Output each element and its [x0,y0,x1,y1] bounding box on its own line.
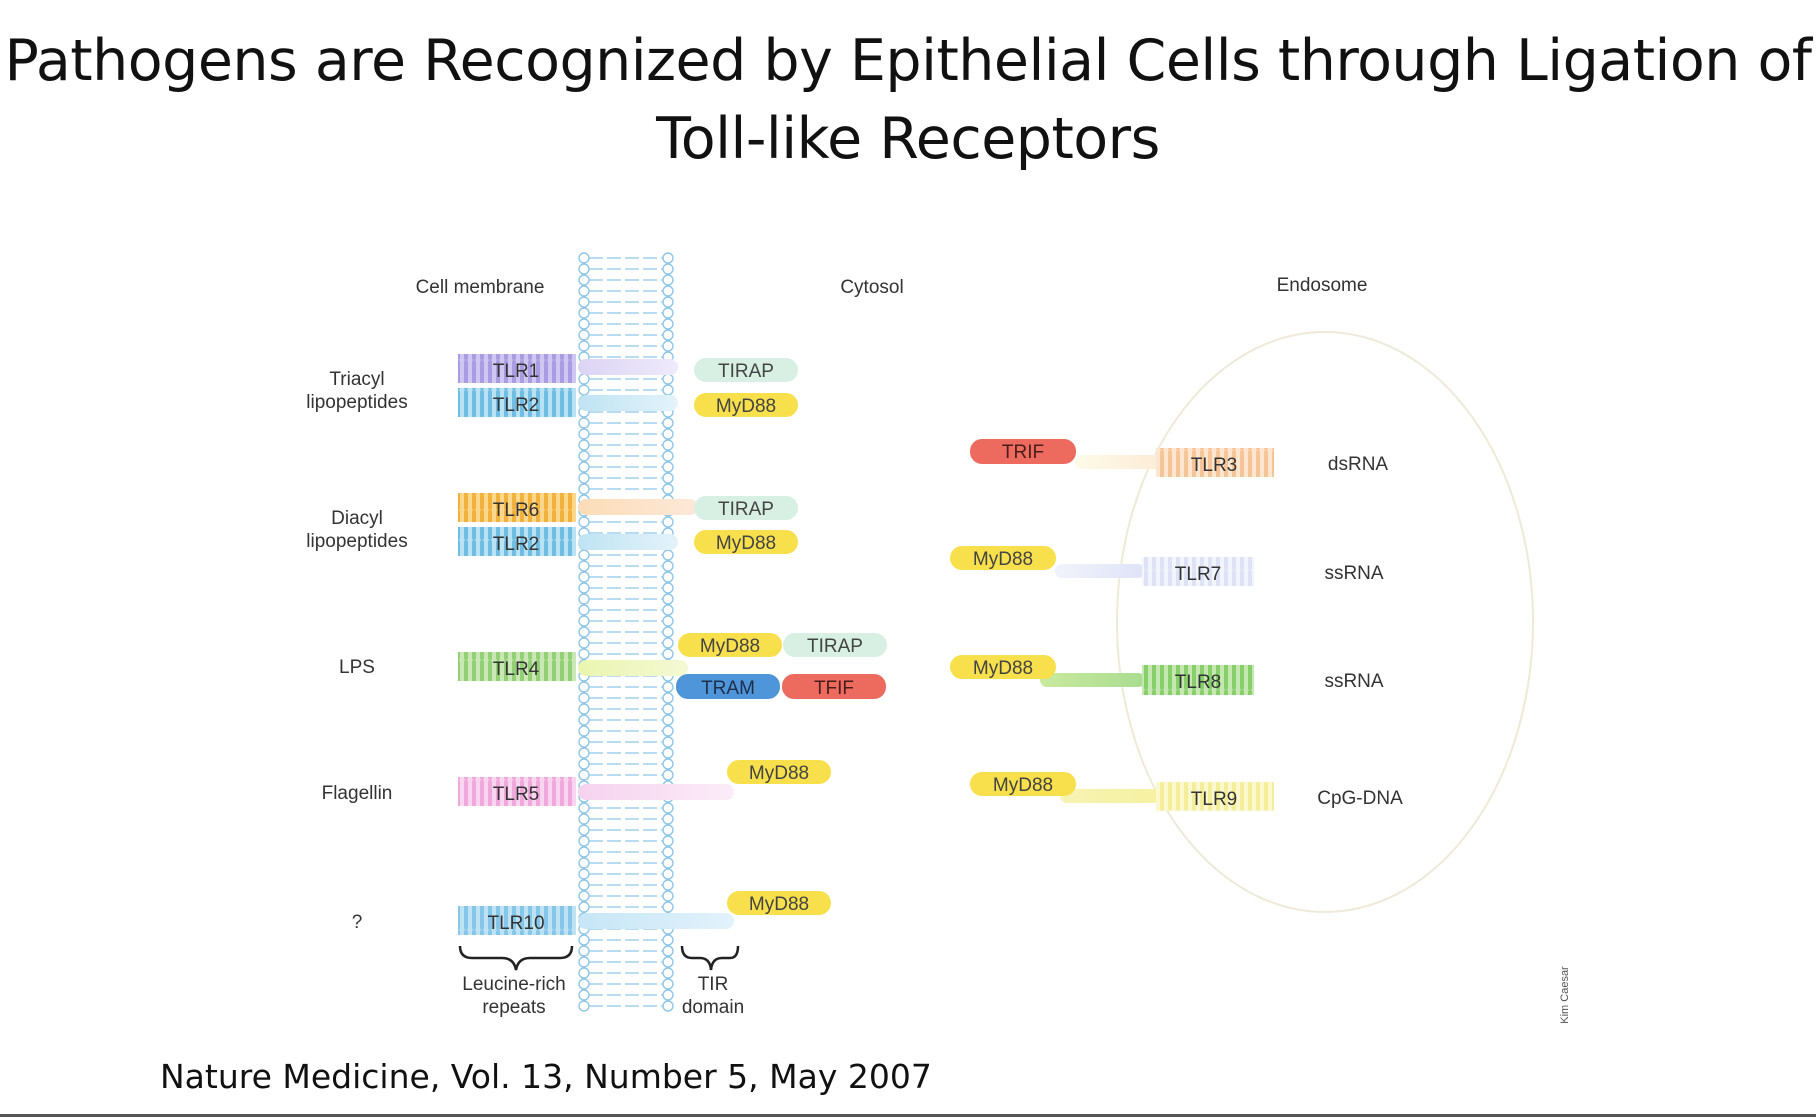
adaptor-myd88-5-label: MyD88 [749,894,809,915]
adaptor-tfif: TFIF [782,674,886,699]
adaptor-myd88-5: MyD88 [727,891,831,915]
endosome-outline [1116,331,1534,913]
label-endosome: Endosome [1277,275,1368,296]
brace-leucine-rich-repeats [458,945,574,971]
ligand-diacyl-line2: lipopeptides [306,531,407,552]
label-cell-membrane: Cell membrane [416,277,545,298]
adaptor-myd88-1: MyD88 [694,393,798,417]
receptor-tlr9: TLR9 [1060,782,1274,811]
label-cytosol: Cytosol [840,277,903,298]
adaptor-myd88-3: MyD88 [678,633,782,657]
bottom-rule [0,1114,1816,1117]
adaptor-myd88-1-label: MyD88 [716,396,776,417]
adaptor-tirap-1: TIRAP [694,358,798,382]
receptor-tlr9-label: TLR9 [1191,789,1237,810]
endo-ligand-cpg-dna: CpG-DNA [1317,788,1403,809]
receptor-tlr5-label: TLR5 [493,784,539,805]
receptor-tlr8-label: TLR8 [1175,672,1221,693]
receptor-tlr4-label: TLR4 [493,659,540,680]
adaptor-tirap-2: TIRAP [694,496,798,520]
illustrator-credit: Kim Caesar [1559,966,1571,1024]
receptor-tlr2-triacyl: TLR2 [458,388,678,417]
endo-ligand-ssrna-1: ssRNA [1324,563,1383,584]
adaptor-tirap-3: TIRAP [783,633,887,657]
receptor-tlr2-diacyl-label: TLR2 [493,534,539,555]
adaptor-trif-label: TRIF [1002,442,1044,463]
receptor-tlr7: TLR7 [1055,557,1254,586]
annotation-lrr-line1: Leucine-rich [462,974,566,995]
brace-tir-domain [680,945,740,971]
annotation-lrr-line2: repeats [482,997,545,1018]
receptor-tlr10-label: TLR10 [487,913,544,934]
receptor-tlr10: TLR10 [458,906,734,935]
adaptor-myd88-8-label: MyD88 [993,775,1053,796]
ligand-unknown: ? [352,912,363,933]
adaptor-myd88-8: MyD88 [970,772,1076,796]
adaptor-myd88-7-label: MyD88 [973,658,1033,679]
receptor-tlr6-label: TLR6 [493,500,539,521]
ligand-lps: LPS [339,657,375,678]
receptor-tlr1: TLR1 [458,354,678,383]
adaptor-myd88-6-label: MyD88 [973,549,1033,570]
receptor-tlr3-label: TLR3 [1191,455,1237,476]
adaptor-tram-label: TRAM [701,678,755,699]
annotation-tir-line2: domain [682,997,744,1018]
adaptor-myd88-6: MyD88 [950,546,1056,570]
annotation-tir-line1: TIR [698,974,729,995]
slide-title: Pathogens are Recognized by Epithelial C… [0,22,1816,178]
ligand-triacyl-line2: lipopeptides [306,392,407,413]
receptor-tlr5: TLR5 [458,777,734,806]
receptor-tlr7-label: TLR7 [1175,564,1221,585]
ligand-flagellin: Flagellin [322,783,393,804]
receptor-tlr2-diacyl: TLR2 [458,527,678,556]
receptor-tlr2-triacyl-label: TLR2 [493,395,539,416]
endo-ligand-ssrna-2: ssRNA [1324,671,1383,692]
ligand-diacyl-line1: Diacyl [331,508,383,529]
receptor-tlr3: TLR3 [1075,448,1274,477]
receptor-tlr6: TLR6 [458,493,698,522]
adaptor-myd88-2-label: MyD88 [716,533,776,554]
citation: Nature Medicine, Vol. 13, Number 5, May … [160,1057,932,1096]
adaptor-myd88-4: MyD88 [727,760,831,784]
ligand-triacyl-line1: Triacyl [329,369,384,390]
adaptor-tirap-1-label: TIRAP [718,361,774,382]
endo-ligand-dsrna: dsRNA [1328,454,1389,475]
slide-title-line-1: Pathogens are Recognized by Epithelial C… [4,28,1812,94]
receptor-tlr8: TLR8 [1040,665,1254,695]
receptor-tlr4: TLR4 [458,652,688,681]
adaptor-trif: TRIF [970,439,1076,464]
adaptor-tram: TRAM [676,674,780,699]
adaptor-myd88-4-label: MyD88 [749,763,809,784]
receptor-tlr1-label: TLR1 [493,361,539,382]
adaptor-tirap-3-label: TIRAP [807,636,863,657]
adaptor-tfif-label: TFIF [814,678,854,699]
adaptor-myd88-7: MyD88 [950,655,1056,679]
adaptor-tirap-2-label: TIRAP [718,499,774,520]
adaptor-myd88-2: MyD88 [694,530,798,554]
slide-title-line-2: Toll-like Receptors [656,106,1160,172]
adaptor-myd88-3-label: MyD88 [700,636,760,657]
